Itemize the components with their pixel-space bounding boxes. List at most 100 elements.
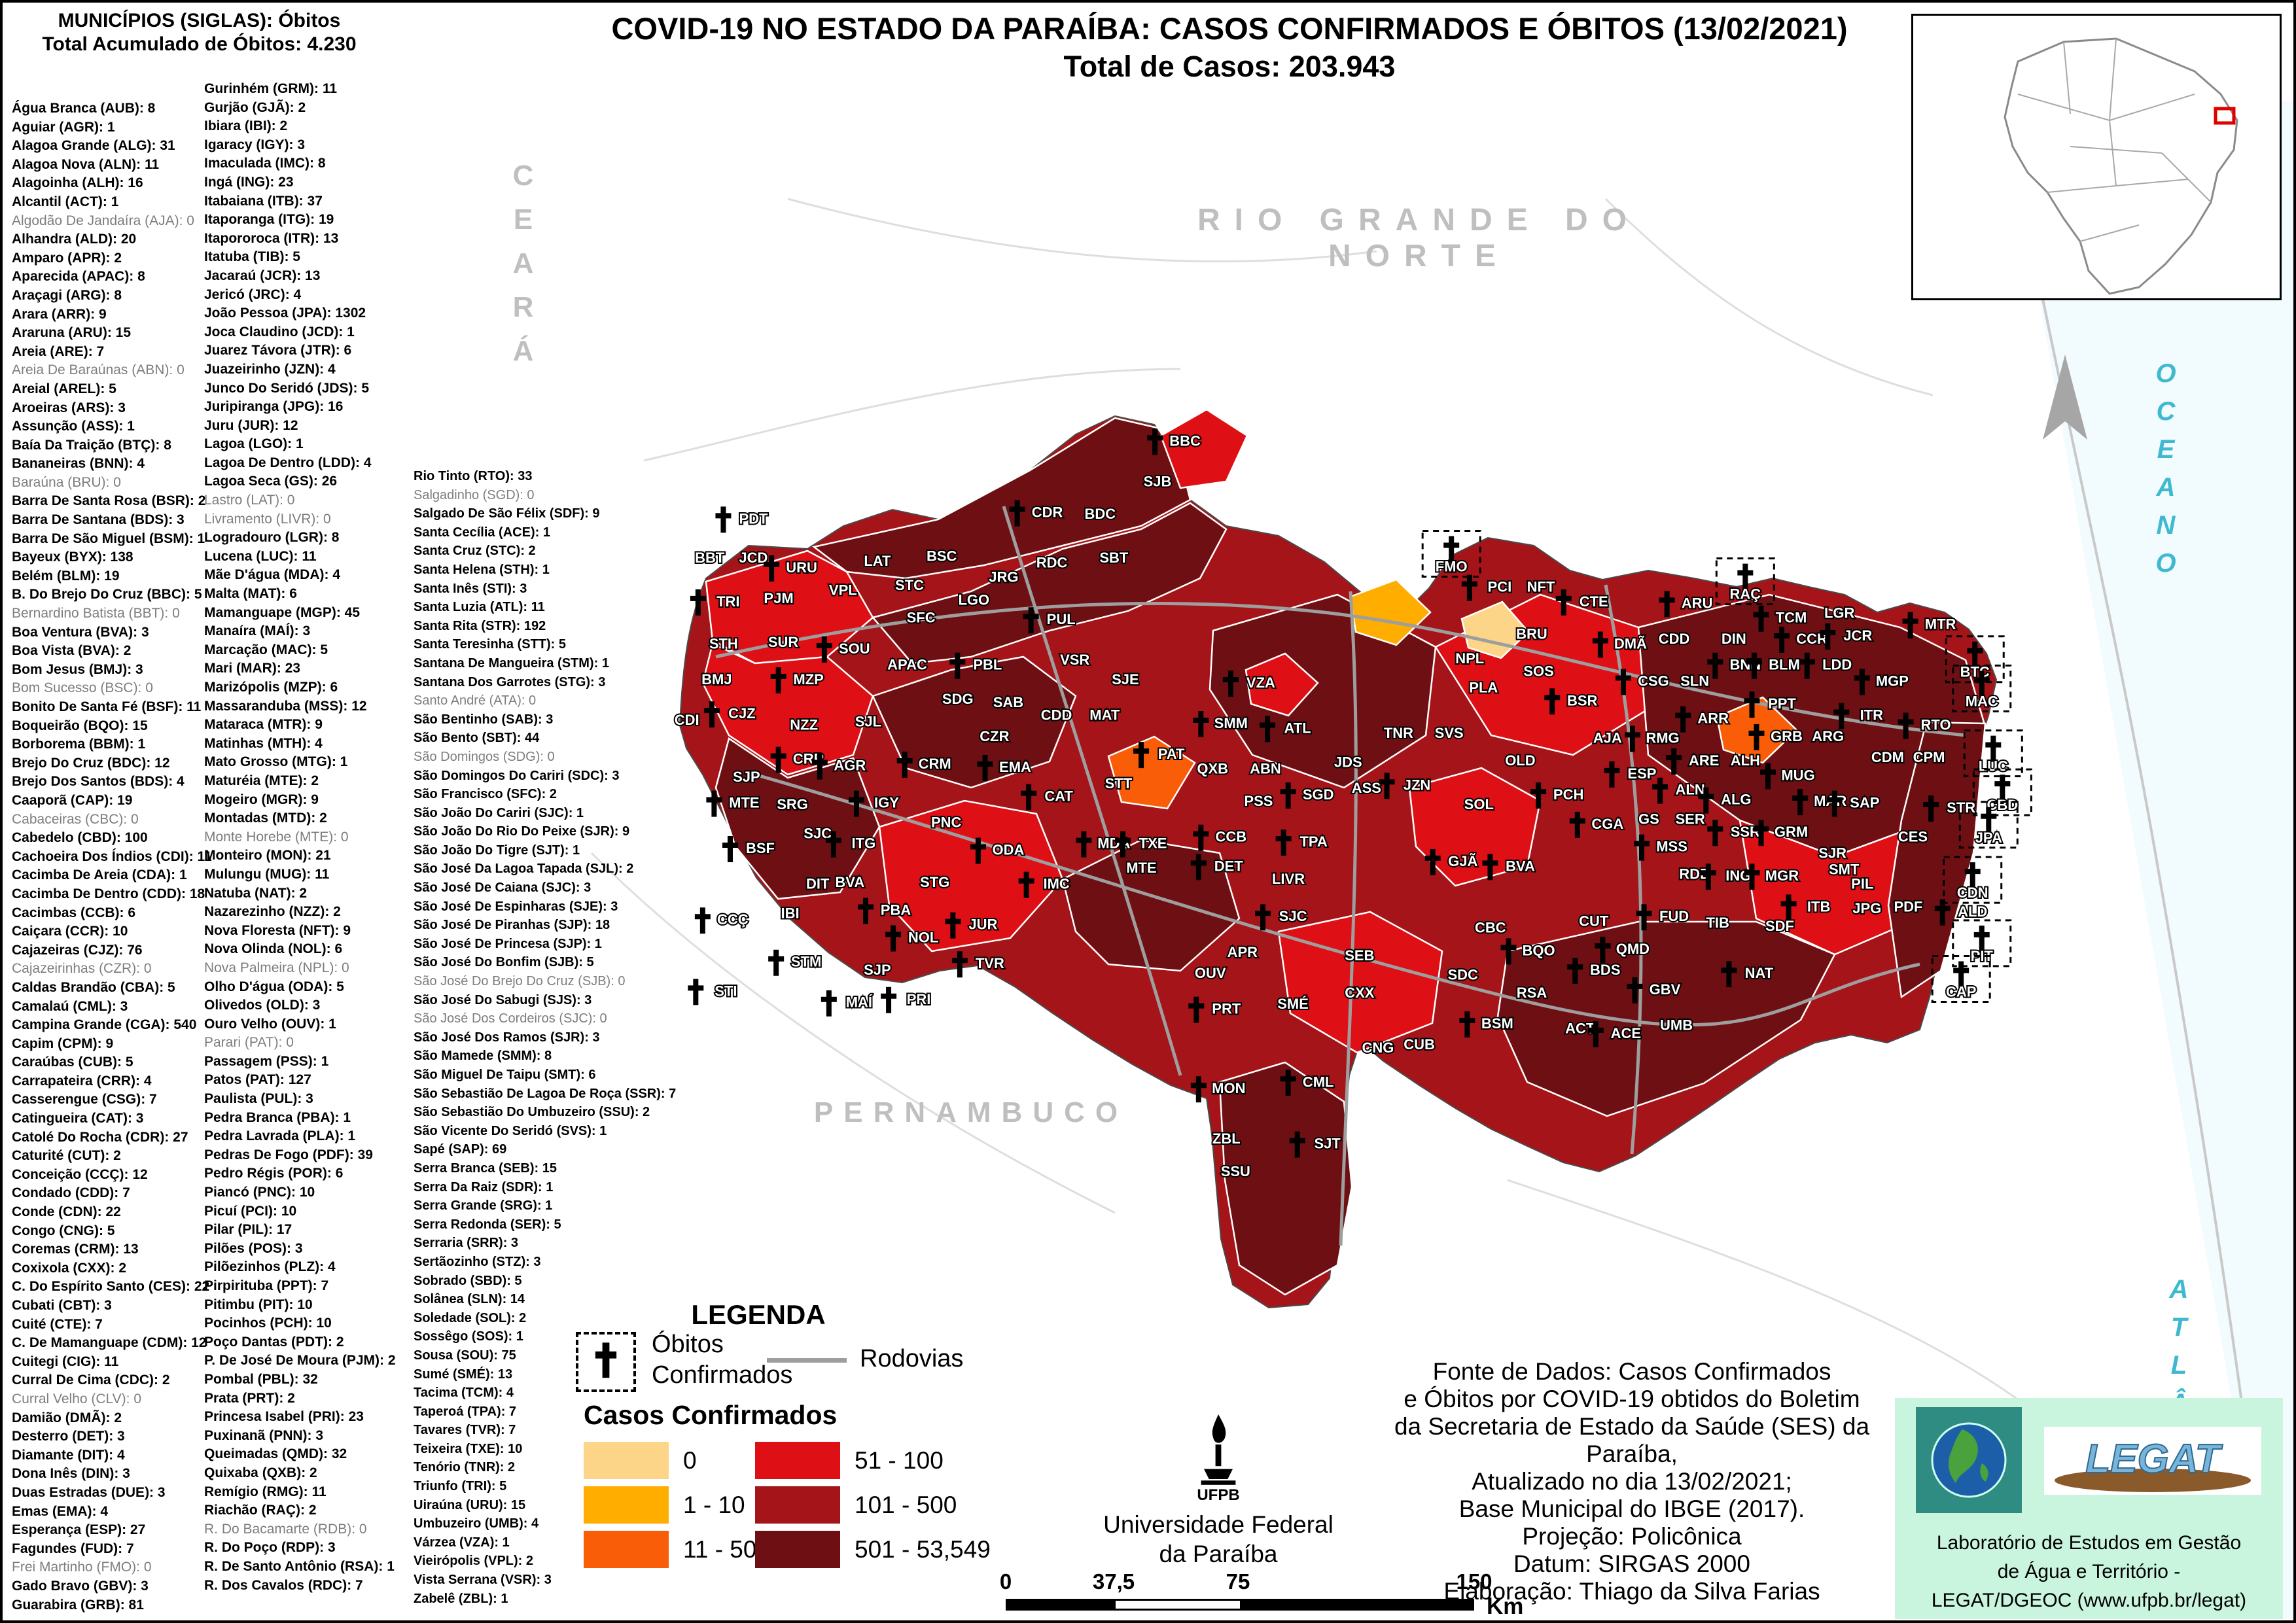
municipality-item: Bayeux (BYX): 138 — [12, 550, 133, 565]
municipality-sigla-label: MON — [1212, 1080, 1245, 1096]
municipality-sigla-label: SOU — [839, 640, 870, 657]
death-cross-icon — [764, 555, 780, 582]
municipality-sigla-label: CES — [1898, 829, 1928, 845]
municipality-item: Emas (EMA): 4 — [12, 1503, 109, 1519]
municipality-item: São José De Espinharas (SJE): 3 — [414, 899, 618, 914]
municipality-sigla-label: BVA — [835, 874, 864, 890]
municipality-sigla-label: LGR — [1824, 604, 1855, 621]
municipality-item: Jericó (JRC): 4 — [204, 287, 302, 302]
municipality-item: Araruna (ARU): 15 — [12, 325, 132, 341]
municipality-sigla-label: MUG — [1781, 767, 1814, 783]
municipality-item: Caaporã (CAP): 19 — [12, 792, 133, 808]
municipality-item: Lagoa (LGO): 1 — [204, 436, 304, 452]
municipality-sigla-label: CDM — [1871, 749, 1904, 765]
region-label-ceara: CEARÁ — [507, 160, 539, 379]
municipality-item: Cachoeira Dos Índios (CDI): 11 — [12, 848, 212, 864]
death-cross-icon — [694, 907, 711, 934]
municipality-item: Santa Luzia (ATL): 11 — [414, 600, 545, 615]
deaths-box-marker — [1931, 954, 1991, 1003]
municipality-sigla-label: PAT — [1158, 746, 1185, 762]
death-cross-icon — [690, 589, 706, 616]
municipality-sigla-label: SJC — [1279, 908, 1307, 924]
municipality-item: Catolé Do Rocha (CDR): 27 — [12, 1129, 188, 1145]
death-cross-icon — [885, 925, 902, 952]
municipality-sigla-label: JCD — [739, 550, 768, 566]
municipality-sigla-label: SMÉ — [1277, 996, 1309, 1012]
municipality-item: R. Do Bacamarte (RDB): 0 — [204, 1521, 367, 1537]
municipality-item: Itatuba (TIB): 5 — [204, 249, 300, 265]
municipality-item: Malta (MAT): 6 — [204, 586, 297, 602]
municipality-sigla-label: JDS — [1334, 754, 1362, 771]
region-label-rio-grande-do-norte: RIO GRANDE DO NORTE — [1197, 203, 1641, 273]
municipality-item: Mataraca (MTR): 9 — [204, 717, 323, 733]
death-cross-icon — [1076, 831, 1092, 858]
municipality-column-2: Gurinhém (GRM): 11 Gurjão (GJÃ): 2 Ibiara … — [204, 80, 420, 1595]
municipality-sigla-label: SGD — [1303, 786, 1334, 803]
legend-class-row: 101 - 500 — [755, 1486, 957, 1524]
municipality-item: Zabelê (ZBL): 1 — [414, 1591, 508, 1606]
death-cross-icon — [1193, 824, 1209, 851]
municipality-item: São Sebastião Do Umbuzeiro (SSU): 2 — [414, 1105, 650, 1120]
municipality-item: Santo André (ATA): 0 — [414, 693, 537, 708]
municipality-sigla-label: SDG — [942, 691, 974, 707]
coastline — [2004, 100, 2271, 1619]
municipality-sigla-label: BSF — [746, 840, 775, 856]
municipality-item: Juarez Távora (JTR): 6 — [204, 343, 352, 358]
death-cross-icon — [1854, 669, 1870, 695]
deaths-legend-label: Óbitos Confirmados — [652, 1331, 793, 1389]
municipality-item: Sobrado (SBD): 5 — [414, 1273, 522, 1288]
municipality-item: Bananeiras (BNN): 4 — [12, 456, 145, 472]
municipality-item: Santa Helena (STH): 1 — [414, 562, 550, 577]
municipality-sigla-label: SJP — [864, 962, 891, 978]
municipality-sigla-label: PJM — [764, 590, 793, 606]
deaths-box-marker — [1963, 729, 2023, 778]
municipality-sigla-label: EMA — [999, 759, 1031, 775]
legat-credit-box: LEGAT Laboratório de Estudos em Gestão d… — [1895, 1398, 2283, 1619]
municipality-sigla-label: CBD — [1987, 797, 2019, 813]
municipality-item: Caldas Brandão (CBA): 5 — [12, 979, 175, 995]
legend-class-row: 1 - 10 — [584, 1486, 745, 1524]
death-cross-icon — [1634, 834, 1650, 861]
municipality-item: Gurjão (GJÃ): 2 — [204, 99, 306, 115]
class-swatch-5 — [755, 1531, 840, 1568]
death-cross-icon — [1260, 716, 1276, 742]
scale-unit: Km — [1487, 1594, 1524, 1619]
death-cross-icon — [1985, 735, 2002, 762]
municipality-sigla-label: ARG — [1812, 728, 1844, 744]
municipality-item: Desterro (DET): 3 — [12, 1429, 125, 1444]
municipality-sigla-label: ESP — [1627, 765, 1656, 782]
scale-bar — [1006, 1599, 1474, 1611]
municipality-item: Paulista (PUL): 3 — [204, 1091, 313, 1107]
death-cross-icon — [1753, 820, 1769, 846]
death-cross-icon — [977, 754, 993, 781]
municipality-item: Pombal (PBL): 32 — [204, 1371, 318, 1387]
death-cross-icon — [1482, 854, 1498, 881]
death-cross-icon — [1675, 706, 1691, 733]
municipality-sigla-label: SDC — [1447, 967, 1478, 983]
municipality-sigla-label: STM — [791, 954, 821, 970]
paraiba-highlight-rect — [2214, 107, 2236, 125]
municipality-item: Caturité (CUT): 2 — [12, 1148, 121, 1164]
municipality-item: Santa Inês (STI): 3 — [414, 581, 527, 596]
municipality-sigla-label: ITB — [1807, 898, 1830, 915]
municipality-sigla-label: JRG — [989, 569, 1018, 585]
municipality-sigla-label: LDD — [1822, 657, 1852, 673]
death-cross-icon — [1595, 936, 1611, 963]
municipality-item: Santa Rita (STR): 192 — [414, 618, 546, 633]
death-cross-icon — [821, 990, 837, 1017]
municipality-item: São Bento (SBT): 44 — [414, 731, 540, 746]
municipality-item: Salgadinho (SGD): 0 — [414, 487, 535, 502]
municipality-item: Triunfo (TRI): 5 — [414, 1479, 507, 1494]
municipality-sigla-label: PNC — [931, 814, 962, 830]
municipality-item: São José De Princesa (SJP): 1 — [414, 936, 602, 951]
class-swatch-0 — [584, 1442, 669, 1479]
roads-legend-label: Rodovias — [860, 1345, 964, 1372]
municipality-sigla-label: JUR — [968, 916, 997, 933]
municipality-item: Santana De Mangueira (STM): 1 — [414, 655, 609, 671]
death-cross-icon — [1587, 1021, 1604, 1047]
municipality-sigla-label: CAT — [1044, 788, 1073, 805]
municipality-sigla-label: SJL — [855, 714, 881, 730]
municipality-item: Igaracy (IGY): 3 — [204, 137, 306, 152]
municipality-item: Catingueira (CAT): 3 — [12, 1111, 144, 1126]
municipality-sigla-label: GS — [1638, 811, 1659, 827]
